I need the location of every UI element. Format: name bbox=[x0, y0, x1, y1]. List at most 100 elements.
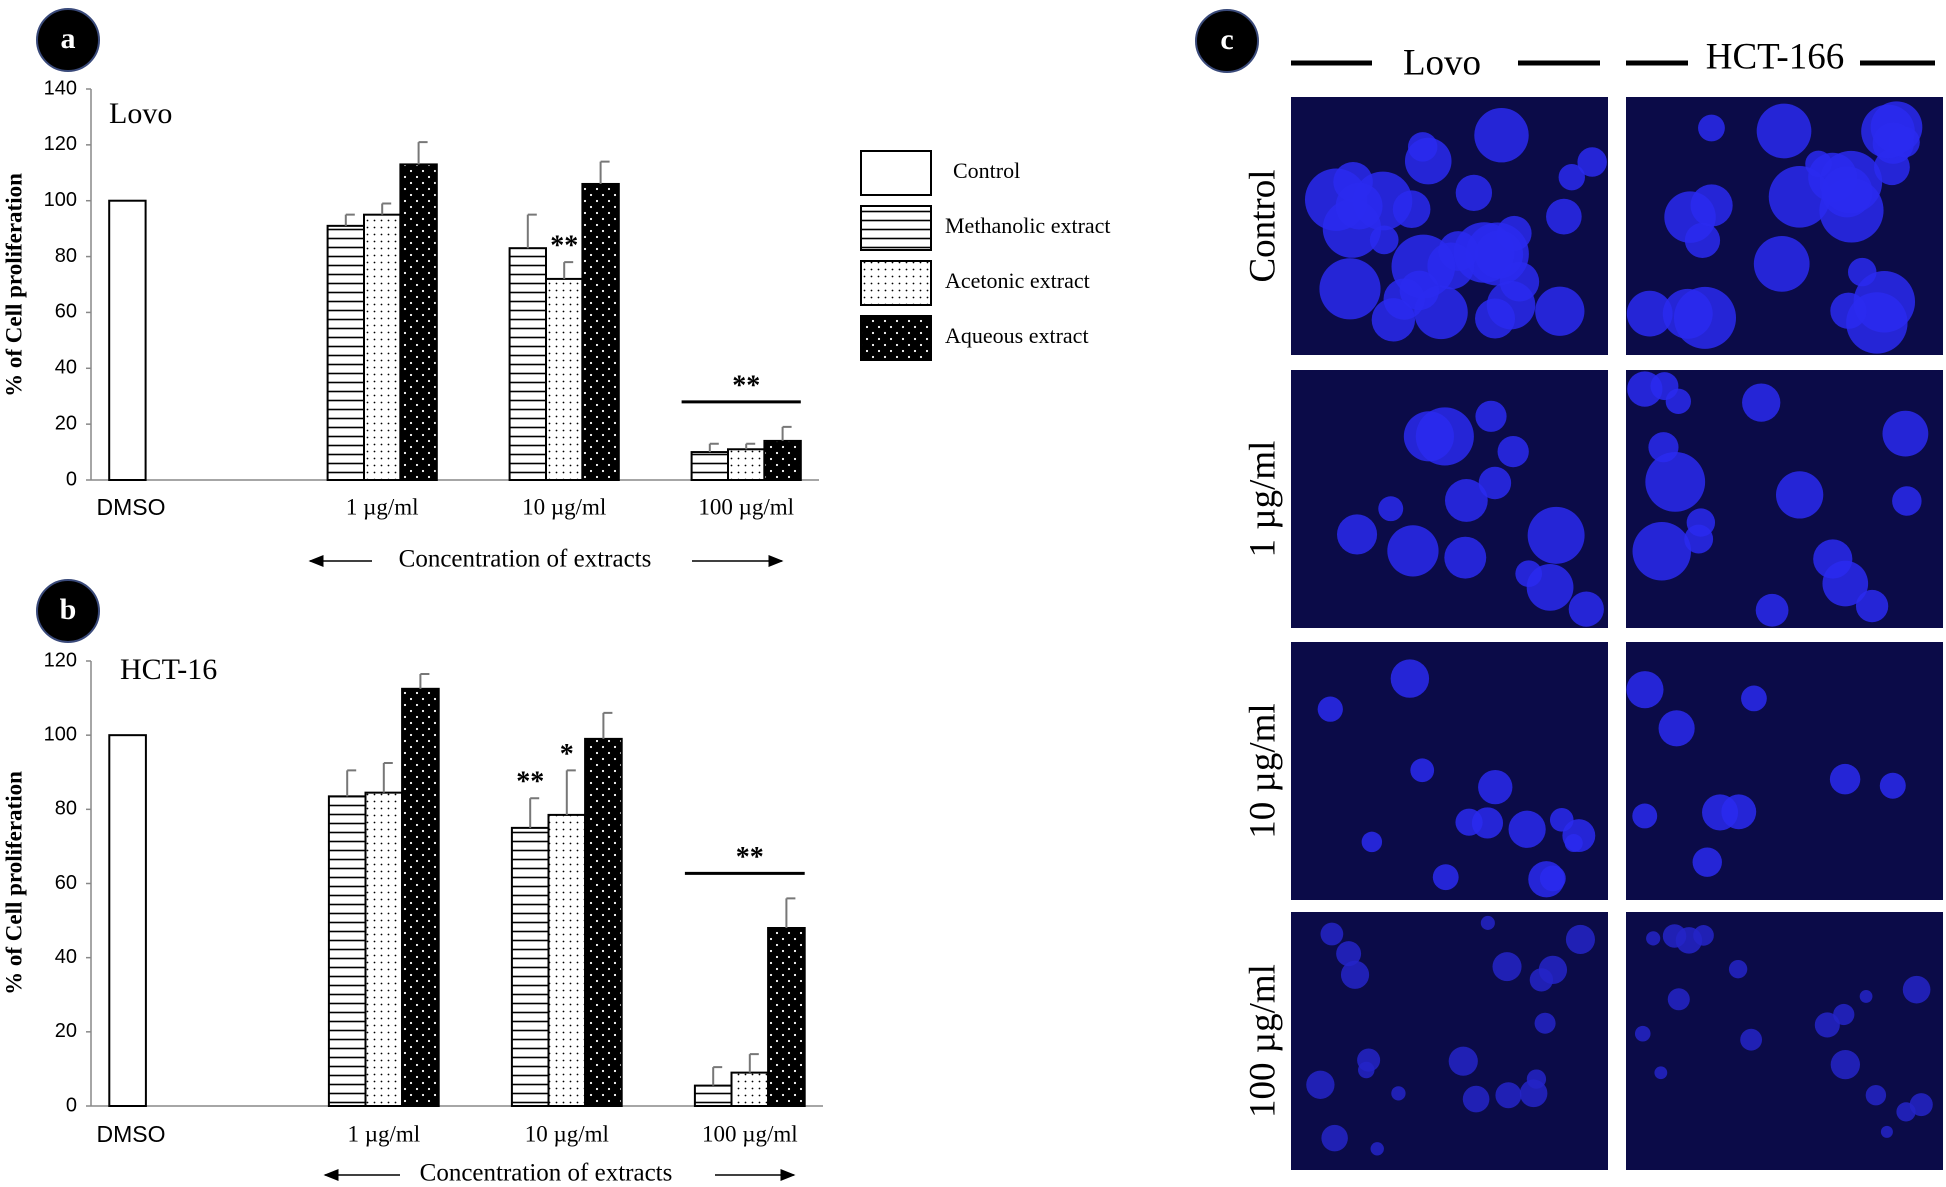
nucleus bbox=[1821, 166, 1873, 218]
significance-mark: ** bbox=[736, 842, 764, 873]
micrograph bbox=[1626, 642, 1943, 900]
nucleus bbox=[1742, 383, 1781, 422]
micrograph bbox=[1626, 912, 1943, 1170]
micrograph-bg bbox=[1626, 912, 1943, 1170]
significance-mark: ** bbox=[516, 767, 544, 798]
nucleus bbox=[1415, 407, 1474, 466]
nucleus bbox=[1896, 1102, 1916, 1122]
y-tick-label: 140 bbox=[44, 77, 77, 99]
error-bar bbox=[565, 769, 576, 815]
nucleus bbox=[1658, 710, 1695, 747]
nucleus bbox=[1497, 435, 1529, 468]
column-header: HCT-166 bbox=[1706, 36, 1844, 77]
y-tick-label: 100 bbox=[44, 723, 77, 745]
panel-letter: a bbox=[61, 22, 76, 55]
y-tick-label: 0 bbox=[66, 1094, 77, 1116]
nucleus bbox=[1768, 166, 1831, 228]
y-axis-label: % of Cell proliferation bbox=[1, 173, 26, 397]
nucleus bbox=[1478, 769, 1513, 805]
nucleus bbox=[1474, 107, 1529, 163]
nucleus bbox=[1741, 685, 1767, 712]
y-tick-label: 80 bbox=[55, 245, 77, 267]
legend-label: Methanolic extract bbox=[945, 213, 1111, 238]
error-bar bbox=[745, 442, 756, 450]
nucleus bbox=[1335, 182, 1383, 230]
bar bbox=[690, 451, 729, 482]
nucleus bbox=[1475, 298, 1516, 339]
nucleus bbox=[1673, 286, 1737, 349]
nucleus bbox=[1728, 959, 1748, 979]
x-tick-label: 100 µg/ml bbox=[702, 1121, 798, 1146]
y-tick-label: 20 bbox=[55, 1020, 77, 1042]
bar bbox=[108, 199, 147, 481]
nucleus bbox=[1558, 163, 1585, 191]
legend-label: Control bbox=[953, 158, 1020, 183]
nucleus bbox=[1626, 290, 1673, 337]
nucleus bbox=[1740, 1028, 1763, 1051]
nucleus bbox=[1535, 286, 1585, 336]
nucleus bbox=[1527, 506, 1585, 564]
y-tick-label: 60 bbox=[55, 872, 77, 894]
nucleus bbox=[1634, 1025, 1651, 1042]
nucleus bbox=[1361, 831, 1383, 853]
nucleus bbox=[1859, 990, 1873, 1003]
micrograph bbox=[1291, 912, 1608, 1170]
error-bar bbox=[346, 769, 357, 797]
significance-mark: ** bbox=[550, 231, 578, 262]
nucleus bbox=[1813, 539, 1853, 579]
nucleus bbox=[1654, 1066, 1668, 1080]
chart-title: HCT-16 bbox=[120, 653, 217, 686]
nucleus bbox=[1829, 763, 1861, 795]
nucleus bbox=[1627, 371, 1663, 407]
y-tick-label: 60 bbox=[55, 301, 77, 323]
nucleus bbox=[1830, 292, 1867, 329]
nucleus bbox=[1378, 496, 1404, 522]
nucleus bbox=[1462, 1085, 1490, 1113]
legend-swatch bbox=[860, 150, 932, 196]
micrograph-bg bbox=[1291, 642, 1608, 900]
x-tick-label: 10 µg/ml bbox=[522, 494, 606, 519]
error-bar bbox=[563, 261, 574, 279]
legend-label: Acetonic extract bbox=[945, 268, 1090, 293]
nucleus bbox=[1336, 941, 1362, 967]
panel-letter: b bbox=[60, 593, 77, 626]
column-header: Lovo bbox=[1403, 42, 1481, 83]
panel-badge bbox=[1195, 9, 1259, 73]
significance-mark: * bbox=[560, 739, 574, 770]
x-tick-label: DMSO bbox=[97, 494, 166, 520]
nucleus bbox=[1390, 659, 1430, 698]
nucleus bbox=[1814, 1012, 1840, 1038]
bar bbox=[693, 1084, 733, 1107]
nucleus bbox=[1753, 236, 1810, 292]
nucleus bbox=[1892, 486, 1922, 516]
nucleus bbox=[1492, 952, 1522, 982]
error-bar bbox=[748, 1053, 759, 1073]
nucleus bbox=[1534, 1012, 1556, 1034]
nucleus bbox=[1902, 975, 1931, 1004]
nucleus bbox=[1692, 847, 1722, 877]
error-bar bbox=[599, 160, 610, 184]
nucleus bbox=[1508, 810, 1546, 848]
nucleus bbox=[1538, 955, 1568, 985]
nucleus bbox=[1478, 466, 1512, 500]
nucleus bbox=[1880, 1125, 1893, 1138]
x-tick-label: 100 µg/ml bbox=[698, 494, 794, 519]
nucleus bbox=[1882, 410, 1929, 457]
bar bbox=[108, 734, 147, 1108]
bar bbox=[363, 213, 402, 482]
bar bbox=[727, 448, 766, 481]
bar bbox=[584, 737, 623, 1107]
error-bar bbox=[526, 213, 537, 249]
nucleus bbox=[1407, 132, 1438, 162]
x-tick-label: 1 µg/ml bbox=[346, 494, 419, 519]
x-axis-label: Concentration of extracts bbox=[399, 546, 652, 573]
nucleus bbox=[1686, 508, 1716, 537]
nucleus bbox=[1319, 258, 1381, 320]
micrograph bbox=[1626, 97, 1943, 355]
error-bar bbox=[381, 202, 392, 215]
nucleus bbox=[1855, 589, 1889, 623]
nucleus bbox=[1336, 514, 1378, 555]
error-bar bbox=[382, 761, 393, 793]
nucleus bbox=[1475, 400, 1507, 432]
